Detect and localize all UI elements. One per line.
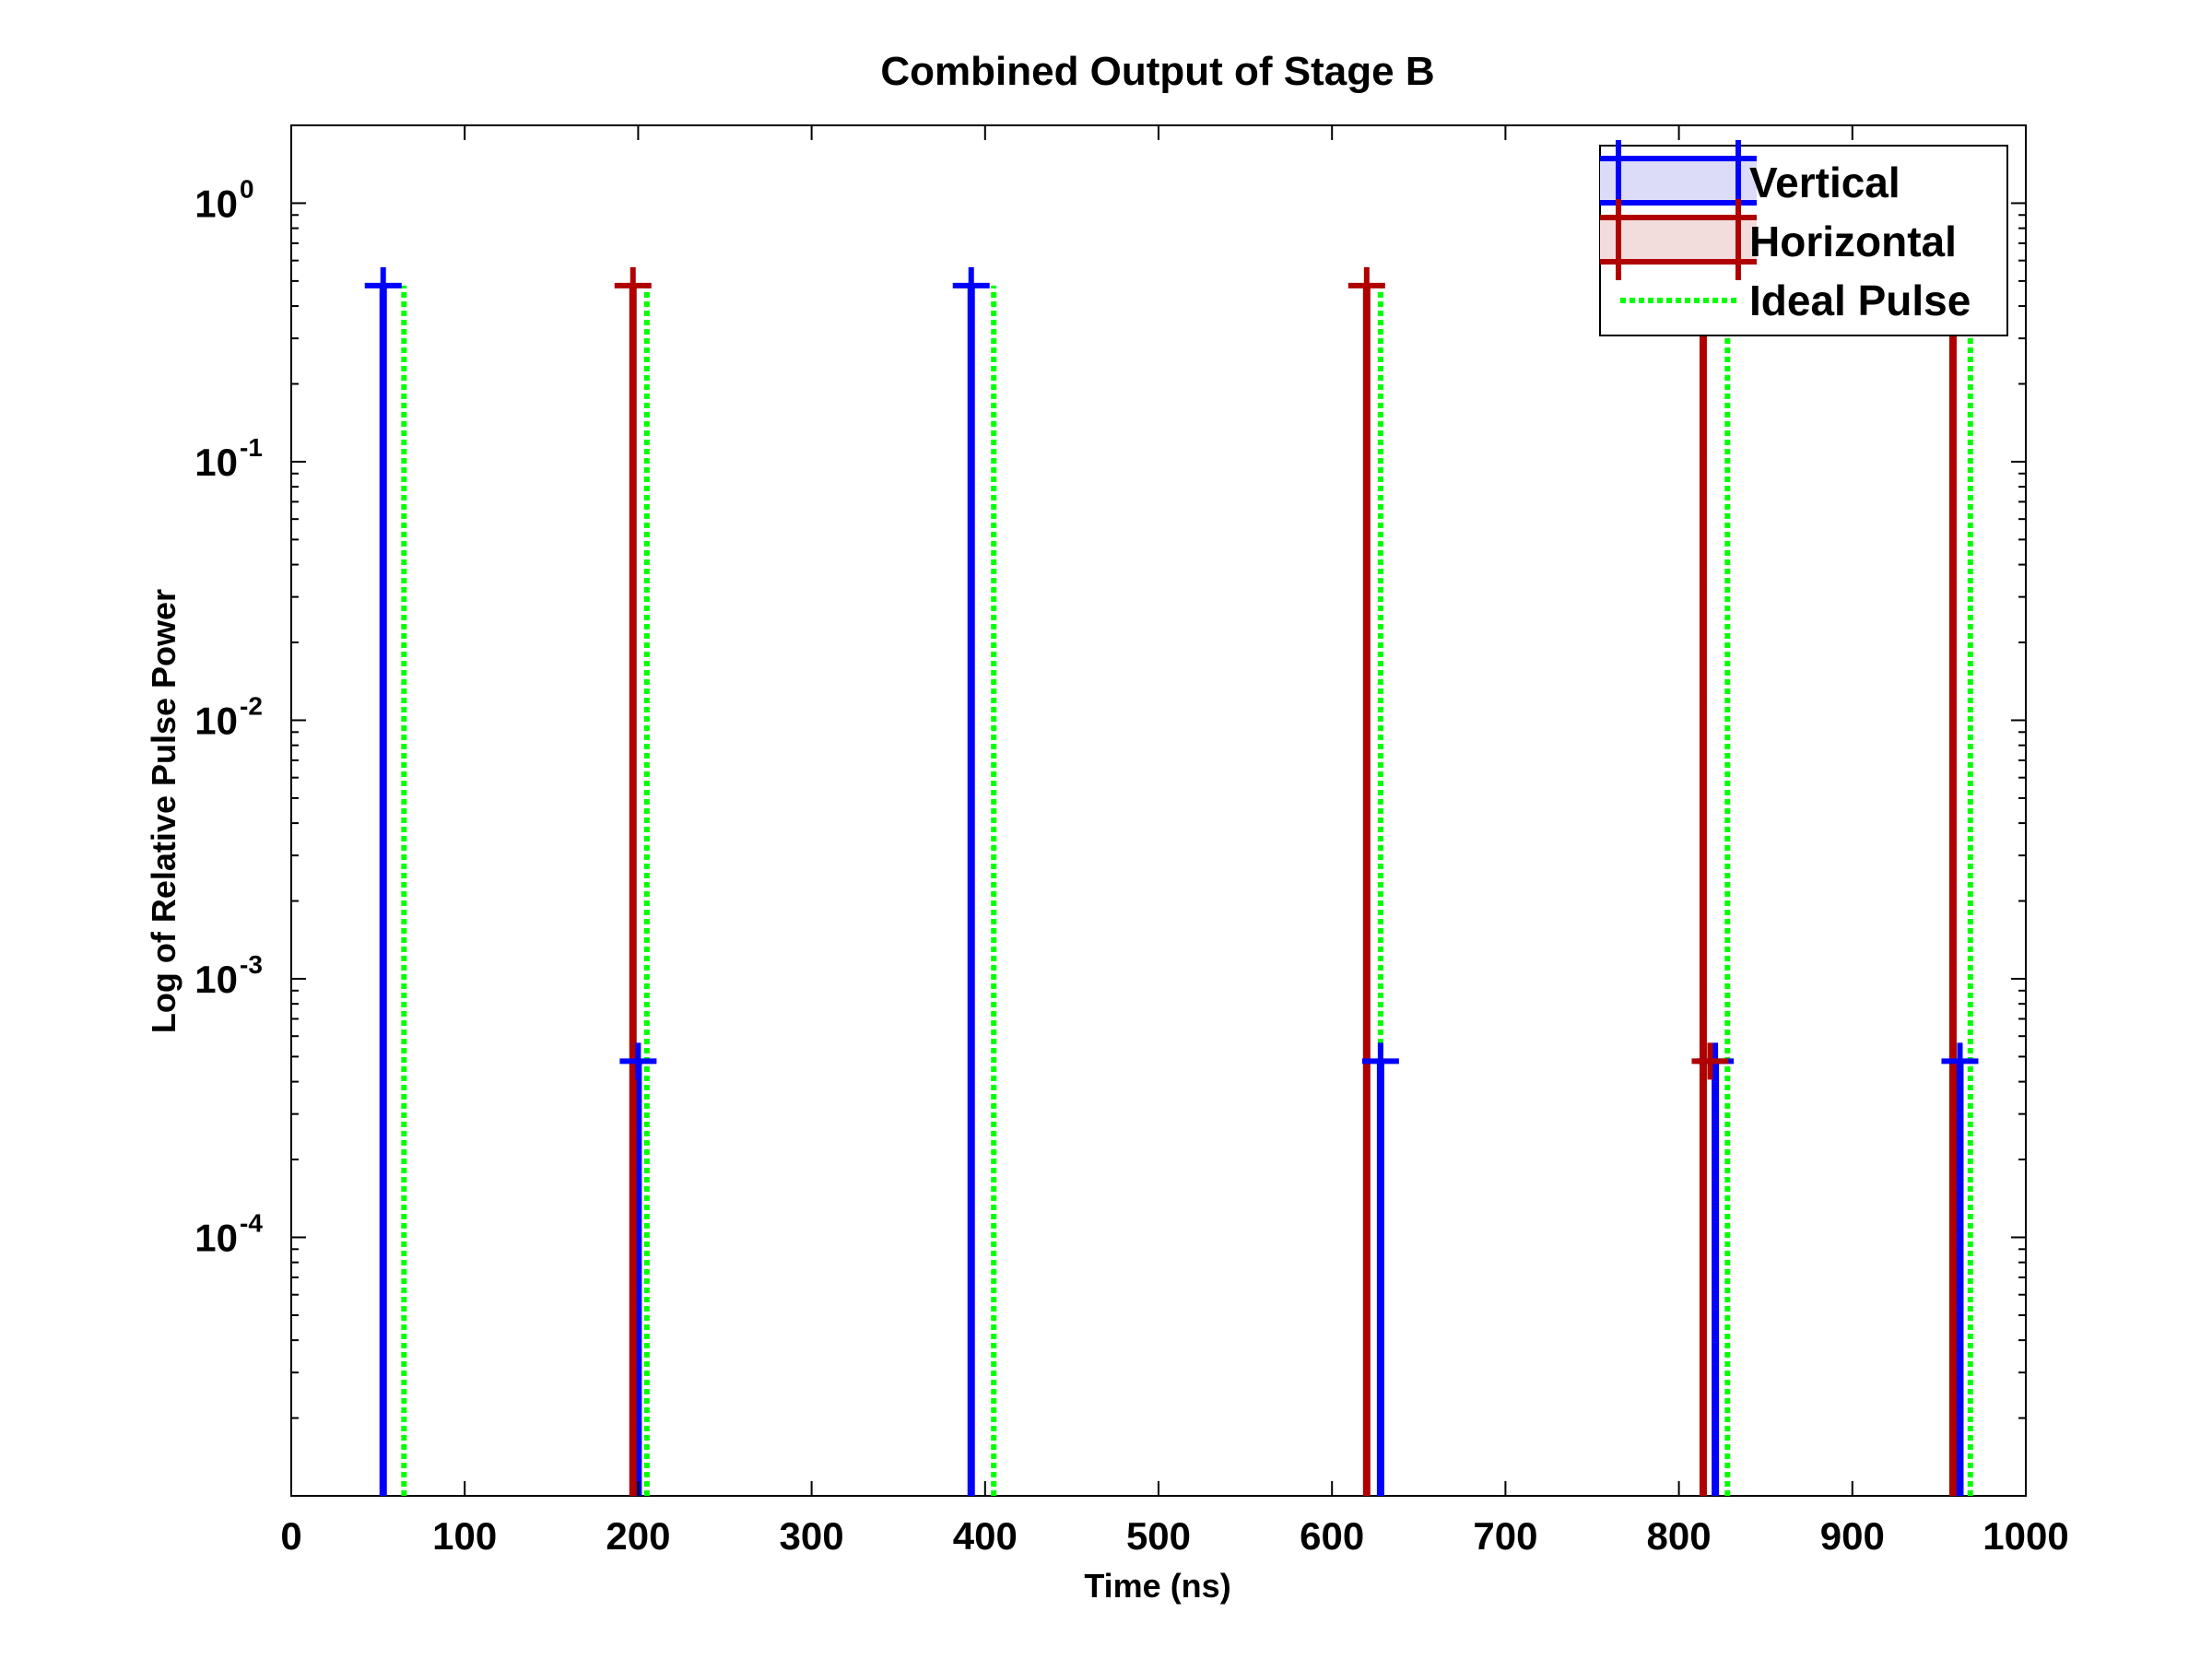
x-tick-label: 0 [280, 1514, 301, 1558]
y-tick-label: 10 -1 [194, 433, 263, 484]
x-tick-label: 500 [1126, 1514, 1191, 1558]
y-tick-exponent: 0 [240, 174, 254, 203]
y-tick-base: 10 [194, 182, 238, 225]
horizontal-marker [1347, 266, 1385, 304]
legend-label-vertical: Vertical [1749, 159, 1900, 206]
legend-swatches [1600, 140, 1757, 303]
legend-swatch-horizontal [1600, 199, 1757, 280]
y-tick-base: 10 [194, 1216, 238, 1259]
x-tick-label: 400 [953, 1514, 1018, 1558]
x-tick-label: 200 [606, 1514, 670, 1558]
vertical-marker [1361, 1042, 1399, 1080]
x-axis-label: Time (ns) [1084, 1567, 1230, 1605]
y-tick-exponent: -4 [240, 1208, 263, 1237]
legend: Vertical Horizontal Ideal Pulse [1599, 140, 2008, 336]
x-tick-label: 900 [1820, 1514, 1885, 1558]
y-tick-label: 10 -2 [194, 691, 263, 742]
legend-label-ideal-pulse: Ideal Pulse [1749, 276, 1971, 324]
x-tick-label: 800 [1647, 1514, 1712, 1558]
ticks-layer: 0 100 200 300 400 500 600 700 800 900 100010-410-3… [194, 124, 2069, 1558]
marks-layer [364, 266, 1979, 1496]
y-tick-exponent: -2 [240, 691, 263, 720]
x-tick-label: 100 [432, 1514, 497, 1558]
vertical-marker [364, 266, 402, 304]
y-tick-base: 10 [194, 958, 238, 1001]
legend-swatch-vertical [1600, 140, 1757, 221]
y-tick-exponent: -1 [240, 433, 263, 462]
y-axis-label: Log of Relative Pulse Power [145, 589, 182, 1033]
x-tick-label: 1000 [1983, 1514, 2068, 1558]
plot-area [290, 124, 2027, 1497]
y-tick-label: 10 -3 [194, 950, 263, 1001]
y-tick-label: 10 -4 [194, 1208, 263, 1259]
vertical-marker [619, 1042, 657, 1080]
vertical-marker [1941, 1042, 1979, 1080]
vertical-marker [952, 266, 990, 304]
x-tick-label: 300 [780, 1514, 844, 1558]
legend-label-horizontal: Horizontal [1749, 218, 1957, 265]
y-tick-label: 10 0 [194, 174, 253, 225]
y-tick-exponent: -3 [240, 950, 263, 979]
x-tick-label: 600 [1300, 1514, 1364, 1558]
horizontal-extra-marker [1691, 1042, 1729, 1080]
x-tick-label: 700 [1473, 1514, 1537, 1558]
chart-title: Combined Output of Stage B [880, 49, 1434, 94]
horizontal-marker [614, 266, 652, 304]
y-tick-base: 10 [194, 699, 238, 742]
y-tick-base: 10 [194, 441, 238, 484]
